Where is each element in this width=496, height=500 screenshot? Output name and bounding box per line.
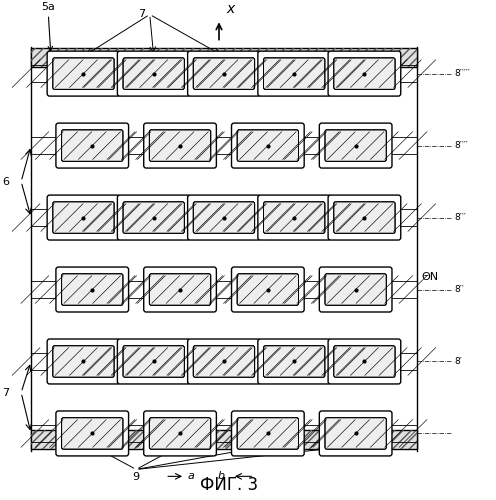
FancyBboxPatch shape [193,346,254,378]
FancyBboxPatch shape [237,130,299,162]
FancyBboxPatch shape [263,202,325,234]
FancyBboxPatch shape [319,267,392,312]
FancyBboxPatch shape [319,123,392,168]
Text: x: x [226,2,235,16]
FancyBboxPatch shape [53,202,114,234]
FancyBboxPatch shape [149,418,211,449]
FancyBboxPatch shape [237,418,299,449]
FancyBboxPatch shape [118,195,190,240]
FancyBboxPatch shape [232,123,304,168]
FancyBboxPatch shape [258,51,330,96]
FancyBboxPatch shape [123,202,185,234]
FancyBboxPatch shape [62,274,123,306]
FancyBboxPatch shape [144,411,216,456]
FancyBboxPatch shape [232,267,304,312]
FancyBboxPatch shape [258,195,330,240]
Text: 8′′′′′: 8′′′′′ [454,69,470,78]
FancyBboxPatch shape [187,339,260,384]
FancyBboxPatch shape [325,130,386,162]
Text: 8′′′′: 8′′′′ [454,141,468,150]
Text: 8′′: 8′′ [454,285,464,294]
Text: 8′: 8′ [454,357,462,366]
FancyBboxPatch shape [325,274,386,306]
Text: 8′′′: 8′′′ [454,213,466,222]
FancyBboxPatch shape [123,58,185,90]
FancyBboxPatch shape [53,58,114,90]
FancyBboxPatch shape [53,346,114,378]
FancyBboxPatch shape [47,51,120,96]
FancyBboxPatch shape [334,346,395,378]
Text: 6: 6 [2,176,9,186]
Bar [31,48,417,66]
Text: 7: 7 [138,10,145,20]
FancyBboxPatch shape [232,411,304,456]
Text: ФИГ. 3: ФИГ. 3 [200,476,258,494]
Bar [31,430,417,449]
Text: ΘN: ΘN [422,272,439,282]
FancyBboxPatch shape [47,195,120,240]
FancyBboxPatch shape [62,130,123,162]
FancyBboxPatch shape [193,58,254,90]
Bar [31,430,417,449]
FancyBboxPatch shape [118,51,190,96]
FancyBboxPatch shape [144,123,216,168]
FancyBboxPatch shape [325,418,386,449]
FancyBboxPatch shape [56,411,128,456]
FancyBboxPatch shape [328,51,401,96]
FancyBboxPatch shape [62,418,123,449]
FancyBboxPatch shape [328,195,401,240]
FancyBboxPatch shape [144,267,216,312]
FancyBboxPatch shape [149,274,211,306]
FancyBboxPatch shape [263,346,325,378]
FancyBboxPatch shape [263,58,325,90]
Bar [31,48,417,66]
FancyBboxPatch shape [193,202,254,234]
FancyBboxPatch shape [258,339,330,384]
FancyBboxPatch shape [123,346,185,378]
FancyBboxPatch shape [56,123,128,168]
FancyBboxPatch shape [47,339,120,384]
Text: 5a: 5a [41,2,55,51]
FancyBboxPatch shape [187,195,260,240]
FancyBboxPatch shape [149,130,211,162]
FancyBboxPatch shape [56,267,128,312]
FancyBboxPatch shape [118,339,190,384]
FancyBboxPatch shape [319,411,392,456]
FancyBboxPatch shape [237,274,299,306]
Text: 9: 9 [132,472,140,482]
FancyBboxPatch shape [334,202,395,234]
FancyBboxPatch shape [187,51,260,96]
FancyBboxPatch shape [328,339,401,384]
Text: b: b [217,472,224,482]
Text: a: a [187,472,194,482]
Text: 7: 7 [1,388,9,398]
FancyBboxPatch shape [334,58,395,90]
